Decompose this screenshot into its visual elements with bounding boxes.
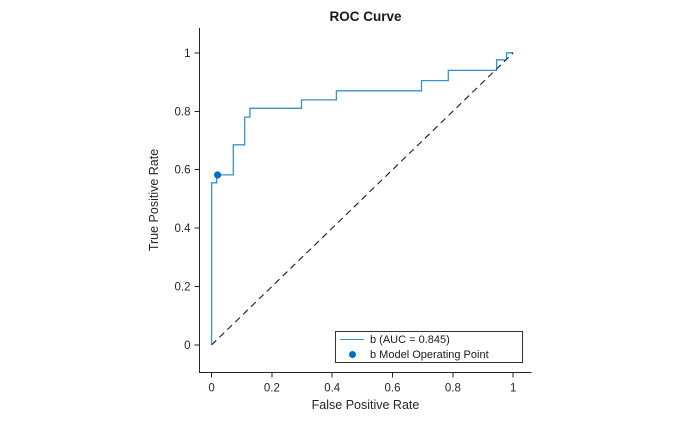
x-tick-label: 0.8 — [445, 383, 461, 395]
y-tick-label: 0 — [184, 340, 190, 352]
y-tick-label: 0.6 — [175, 165, 191, 177]
x-tick-label: 0.4 — [324, 383, 341, 395]
legend-item-operating-point: b Model Operating Point — [336, 347, 522, 362]
y-tick-label: 1 — [184, 48, 190, 60]
x-tick-label: 1 — [510, 383, 516, 395]
roc-curve-line — [210, 52, 514, 345]
line-sample-icon — [340, 339, 364, 340]
y-axis-label: True Positive Rate — [147, 148, 161, 252]
y-tick-label: 0.2 — [175, 282, 191, 294]
y-tick-label: 0.4 — [175, 223, 192, 235]
axis-lines — [199, 28, 532, 374]
operating-point-marker — [213, 171, 222, 179]
x-tick-label: 0 — [208, 383, 214, 395]
legend-sample-area — [336, 339, 368, 340]
legend-label-operating-point: b Model Operating Point — [370, 348, 489, 361]
x-axis-label: False Positive Rate — [311, 398, 420, 412]
x-tick-label: 0.2 — [264, 383, 280, 395]
y-tick-label: 0.8 — [175, 106, 191, 118]
legend-item-roc-curve: b (AUC = 0.845) — [336, 332, 522, 347]
x-tick-label: 0.6 — [385, 383, 401, 395]
legend-sample-area — [336, 351, 368, 358]
chart-title: ROC Curve — [329, 9, 402, 24]
chance-diagonal-line — [211, 52, 514, 346]
legend-box: b (AUC = 0.845) b Model Operating Point — [335, 331, 523, 363]
dot-marker-icon — [348, 351, 356, 358]
legend-label-roc: b (AUC = 0.845) — [370, 333, 450, 346]
